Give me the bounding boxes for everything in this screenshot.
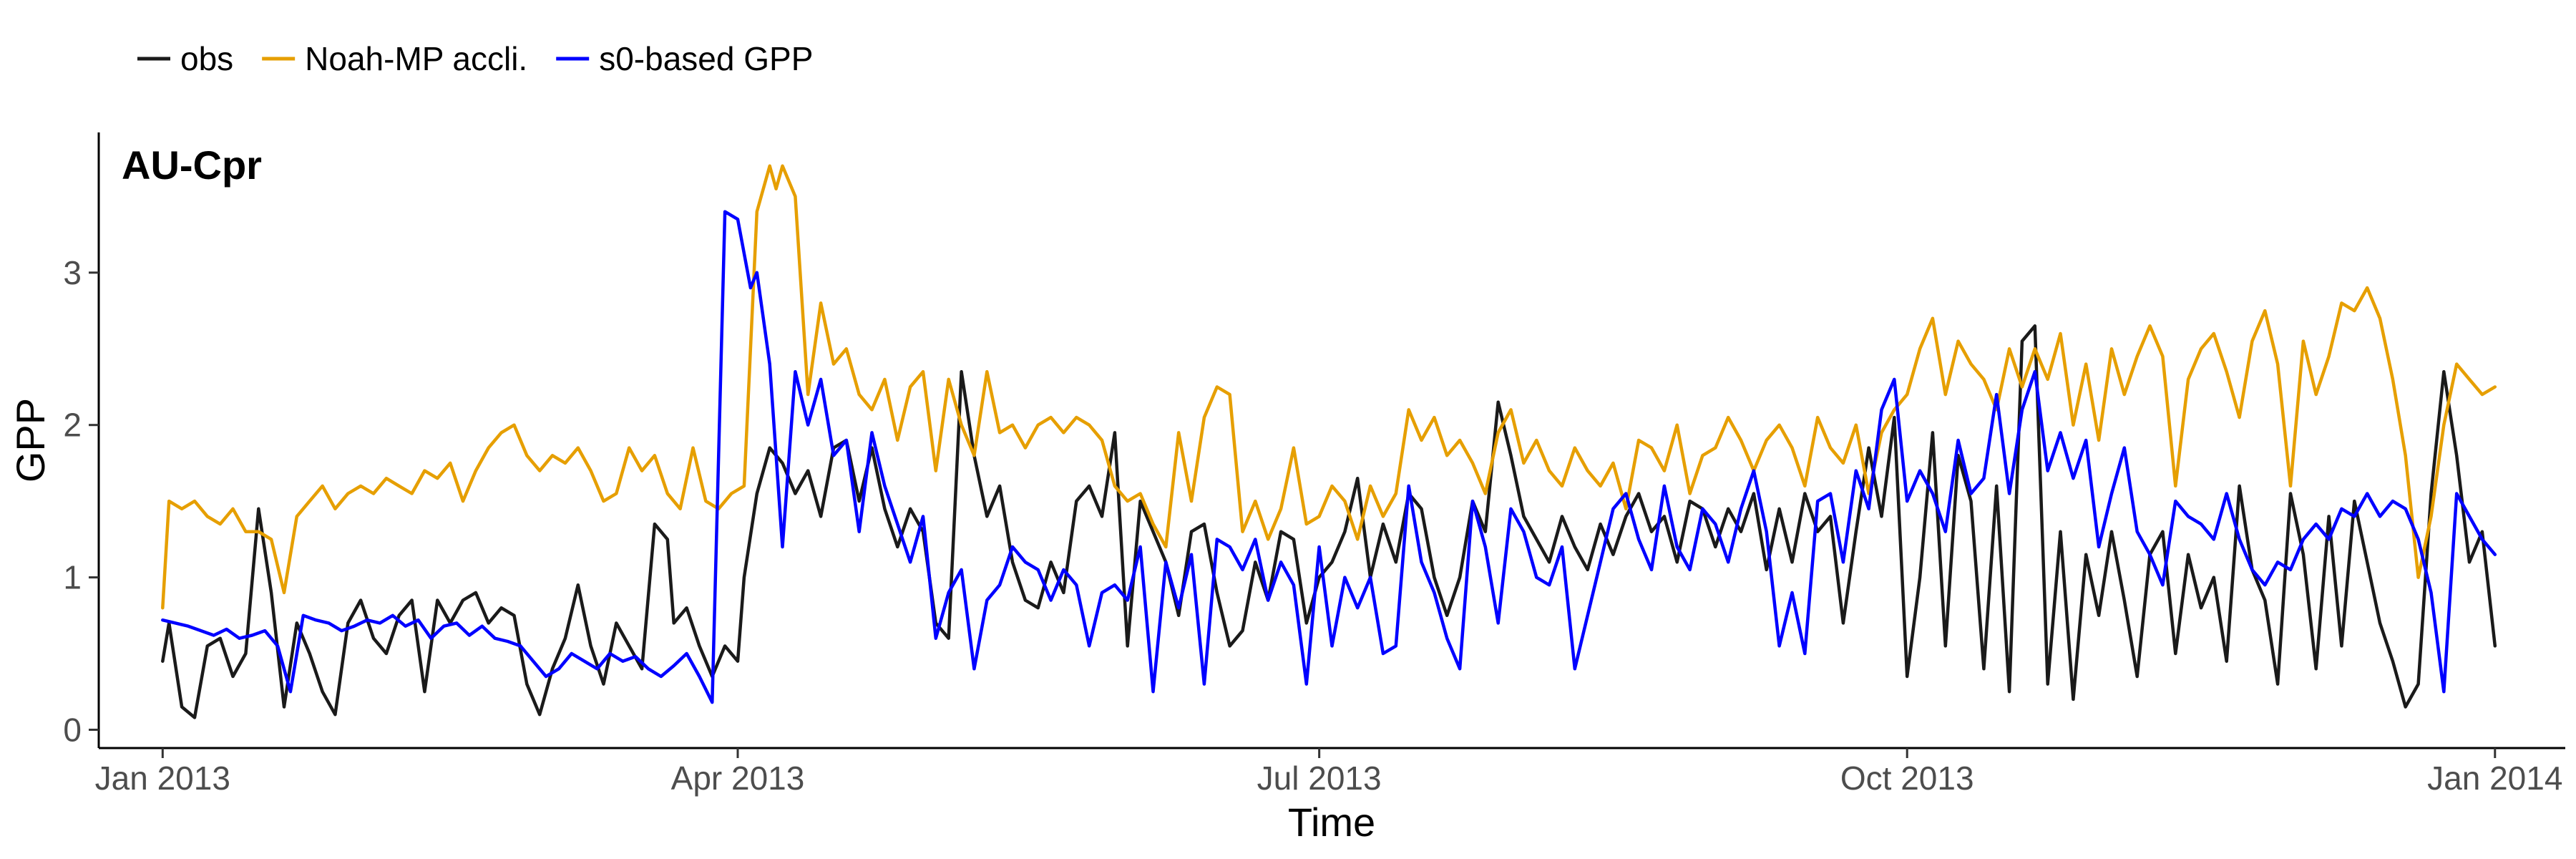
y-axis-title: GPP [8, 398, 53, 482]
series-line-noah-mp-accli [161, 164, 2497, 610]
x-tick-label: Apr 2013 [671, 759, 805, 797]
x-tick-label: Jan 2013 [95, 759, 230, 797]
legend: obs Noah-MP accli. s0-based GPP [137, 40, 813, 77]
y-tick-label: 3 [63, 254, 82, 291]
x-tick-label: Jul 2013 [1257, 759, 1382, 797]
x-axis-title: Time [1288, 800, 1375, 845]
series-line-s0-based-gpp [161, 210, 2497, 704]
site-annotation: AU-Cpr [122, 142, 262, 188]
y-tick-label: 2 [63, 407, 82, 444]
legend-label: s0-based GPP [599, 40, 813, 77]
legend-label: obs [180, 40, 233, 77]
series-line-obs [161, 324, 2497, 719]
y-tick-label: 1 [63, 559, 82, 596]
x-tick-label: Oct 2013 [1840, 759, 1974, 797]
x-ticks: Jan 2013 Apr 2013 Jul 2013 Oct 2013 Jan 2014 [95, 748, 2562, 797]
x-tick-label: Jan 2014 [2427, 759, 2562, 797]
y-ticks: 0 1 2 3 [63, 254, 99, 748]
series-layer [161, 164, 2497, 719]
y-tick-label: 0 [63, 711, 82, 748]
legend-label: Noah-MP accli. [305, 40, 527, 77]
